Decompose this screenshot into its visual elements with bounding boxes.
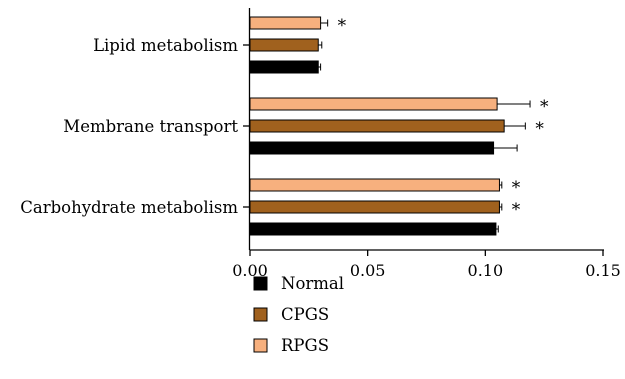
category-labels: Lipid metabolism Membrane transport Carboh… [20, 36, 250, 217]
bar-normal [249, 222, 497, 236]
significance-marker: * [535, 119, 544, 139]
significance-marker: * [540, 97, 549, 117]
legend-swatch-cpgs [253, 307, 268, 322]
bar-normal [249, 141, 495, 155]
bar-cpgs [249, 200, 500, 214]
chart-bars: ***** [249, 16, 549, 236]
x-tick-label: 0.10 [468, 261, 504, 280]
legend-label-normal: Normal [281, 274, 344, 293]
bar-normal [249, 60, 319, 74]
category-label: Lipid metabolism [93, 36, 238, 55]
legend-label-rpgs: RPGS [281, 336, 329, 355]
significance-marker: * [338, 16, 347, 36]
bar-rpgs [249, 16, 322, 30]
bar-cpgs [249, 38, 319, 52]
category-label: Carbohydrate metabolism [20, 198, 238, 217]
bar-cpgs [249, 119, 505, 133]
x-axis-ticks: 0.00 0.05 0.10 0.15 [232, 250, 621, 280]
bar-rpgs [249, 97, 498, 111]
significance-marker: * [512, 178, 521, 198]
x-tick-label: 0.15 [585, 261, 621, 280]
legend-swatch-normal [253, 276, 268, 291]
category-label: Membrane transport [63, 117, 238, 136]
x-tick-label: 0.05 [350, 261, 386, 280]
legend-swatch-rpgs [253, 338, 268, 353]
legend: Normal CPGS RPGS [253, 274, 344, 355]
x-tick-label: 0.00 [232, 261, 268, 280]
bar-rpgs [249, 178, 500, 192]
significance-marker: * [512, 200, 521, 220]
legend-label-cpgs: CPGS [281, 305, 329, 324]
